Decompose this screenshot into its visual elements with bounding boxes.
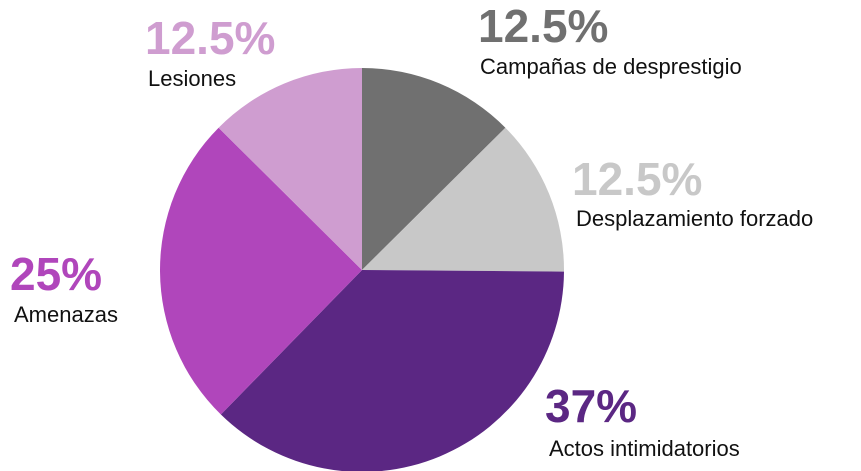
pie-slice [362,127,564,272]
pie-slice [159,127,362,415]
slice-label: Campañas de desprestigio [480,54,742,79]
slice-label: Desplazamiento forzado [576,206,813,231]
slice-label: Lesiones [148,66,236,91]
slice-label: Actos intimidatorios [549,436,740,461]
pie-slice [362,68,506,270]
slice-percent: 12.5% [478,0,608,52]
slice-percent: 37% [545,380,637,432]
slice-label: Amenazas [14,302,118,327]
pie-slice [220,270,564,471]
slice-percent: 12.5% [145,12,275,64]
slice-percent: 25% [10,248,102,300]
pie-slice [218,68,362,270]
slice-percent: 12.5% [572,153,702,205]
